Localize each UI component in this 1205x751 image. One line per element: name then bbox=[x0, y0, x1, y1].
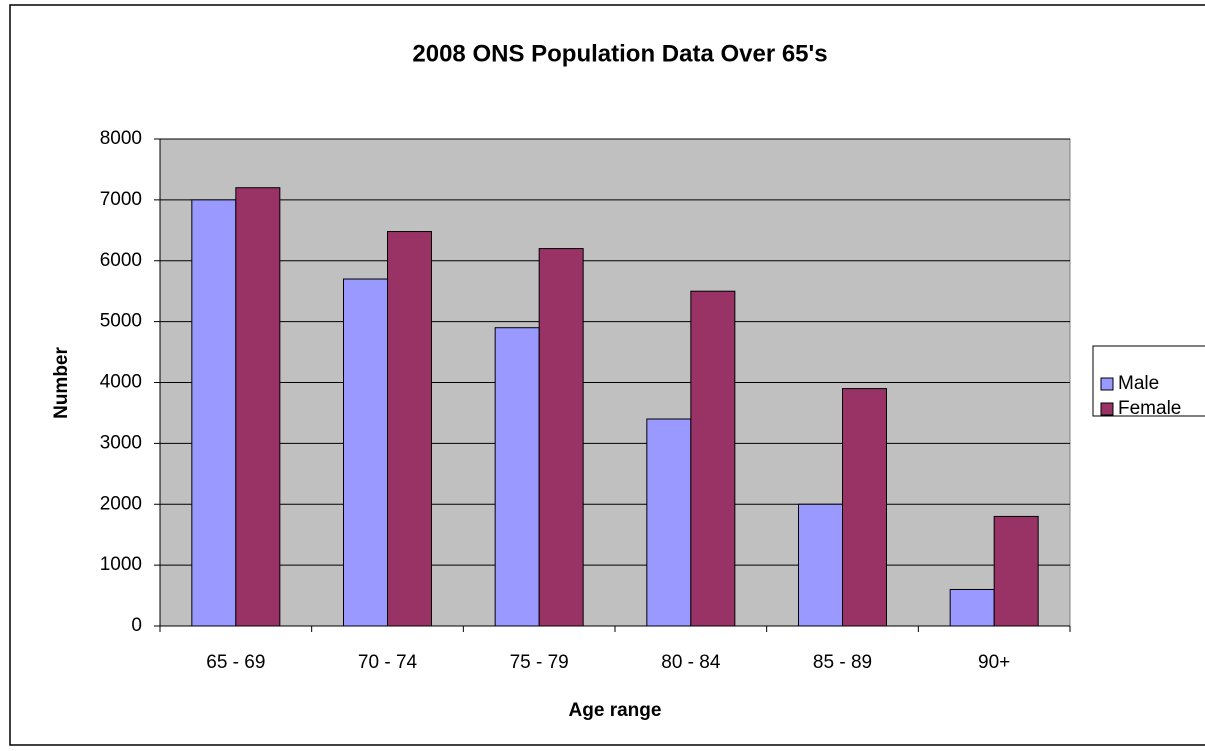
x-tick-label: 85 - 89 bbox=[813, 652, 872, 673]
y-tick-label: 8000 bbox=[100, 128, 142, 149]
bar bbox=[343, 278, 388, 627]
legend-swatch bbox=[1100, 402, 1114, 416]
bar bbox=[949, 588, 995, 627]
bar bbox=[690, 290, 736, 627]
bar bbox=[494, 327, 540, 627]
y-tick-label: 1000 bbox=[100, 554, 142, 575]
bar bbox=[842, 388, 887, 627]
bar bbox=[235, 187, 281, 627]
legend-swatch bbox=[1100, 377, 1114, 391]
bar bbox=[387, 231, 432, 627]
y-tick-label: 6000 bbox=[100, 250, 142, 271]
y-tick-label: 5000 bbox=[100, 311, 142, 332]
legend-label: Female bbox=[1118, 398, 1181, 419]
chart-title: 2008 ONS Population Data Over 65's bbox=[412, 40, 827, 67]
x-tick-label: 75 - 79 bbox=[510, 652, 569, 673]
bar bbox=[538, 248, 584, 627]
x-tick-label: 90+ bbox=[978, 652, 1010, 673]
bar bbox=[993, 515, 1039, 627]
x-tick-label: 70 - 74 bbox=[358, 652, 418, 673]
x-tick-label: 65 - 69 bbox=[206, 652, 265, 673]
y-tick-label: 2000 bbox=[100, 493, 142, 514]
legend-label: Male bbox=[1118, 373, 1159, 394]
y-tick-label: 7000 bbox=[100, 189, 142, 210]
y-tick-label: 3000 bbox=[100, 432, 142, 453]
y-axis-label: Number bbox=[51, 347, 72, 419]
x-axis-label: Age range bbox=[569, 700, 662, 721]
y-tick-label: 0 bbox=[131, 615, 142, 636]
bar bbox=[798, 503, 843, 627]
x-tick-label: 80 - 84 bbox=[661, 652, 721, 673]
bar bbox=[191, 199, 237, 627]
bar bbox=[646, 418, 692, 627]
y-tick-label: 4000 bbox=[100, 372, 142, 393]
